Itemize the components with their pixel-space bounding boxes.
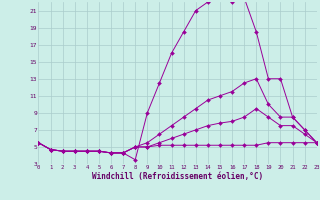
- X-axis label: Windchill (Refroidissement éolien,°C): Windchill (Refroidissement éolien,°C): [92, 172, 263, 181]
